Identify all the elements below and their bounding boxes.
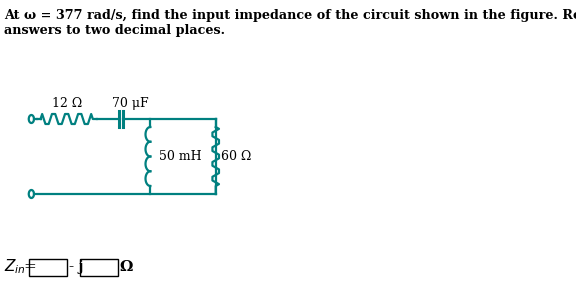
Text: $Z_{in}$: $Z_{in}$ xyxy=(4,258,26,276)
Text: =: = xyxy=(23,260,36,274)
Text: 70 μF: 70 μF xyxy=(112,97,149,110)
Text: At ω = 377 rad/s, find the input impedance of the circuit shown in the figure. R: At ω = 377 rad/s, find the input impedan… xyxy=(4,9,576,22)
FancyBboxPatch shape xyxy=(79,258,118,275)
FancyBboxPatch shape xyxy=(29,258,67,275)
Text: 50 mH: 50 mH xyxy=(159,150,202,163)
Text: answers to two decimal places.: answers to two decimal places. xyxy=(4,24,225,37)
Text: - j: - j xyxy=(69,260,84,274)
Text: 12 Ω: 12 Ω xyxy=(51,97,82,110)
Text: Ω: Ω xyxy=(120,260,133,274)
Text: 60 Ω: 60 Ω xyxy=(221,150,251,163)
